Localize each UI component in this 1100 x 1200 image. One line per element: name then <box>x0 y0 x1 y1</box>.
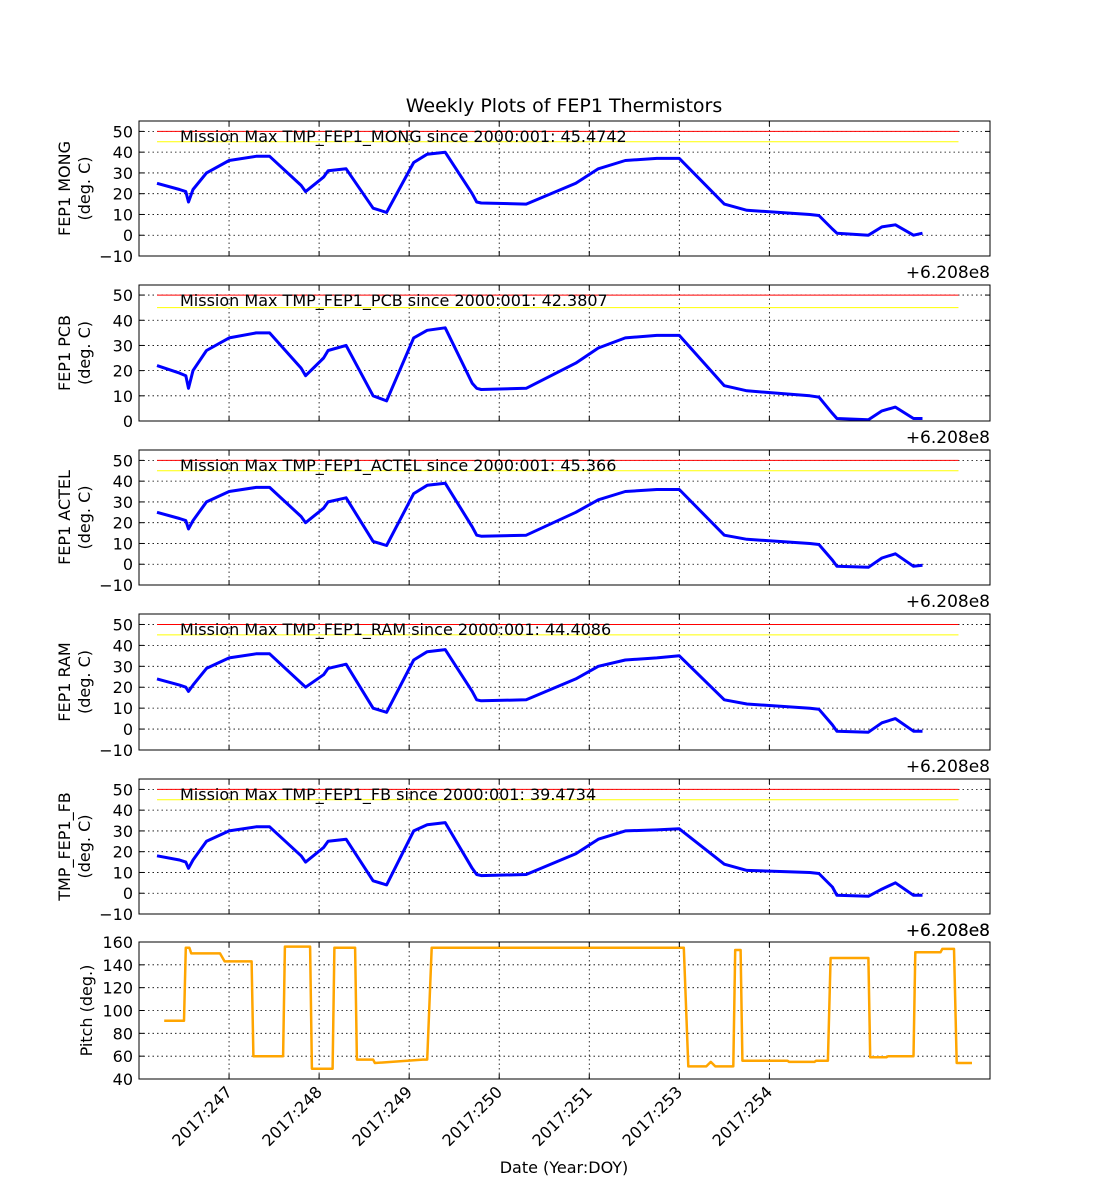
y-tick-label: 10 <box>113 387 133 406</box>
x-tick-label: 2017:254 <box>709 1082 777 1150</box>
x-tick-label: 2017:248 <box>258 1082 326 1150</box>
y-tick-label: 50 <box>113 451 133 470</box>
series-line <box>156 648 923 734</box>
x-tick-label: 2017:253 <box>619 1082 687 1150</box>
y-tick-label: 120 <box>102 979 133 998</box>
y-axis-label: Pitch (deg.) <box>77 965 96 1057</box>
series-line <box>156 150 923 237</box>
y-axis-label: FEP1 ACTEL (deg. C) <box>55 470 94 565</box>
y-tick-label: 30 <box>113 822 133 841</box>
subplot-6: 40 60 80 100 120 140 160 Pitch (deg.) +6.208e8 20… <box>77 921 991 1150</box>
y-tick-label: 50 <box>113 286 133 305</box>
axes-frame <box>138 941 991 1080</box>
y-tick-label: 40 <box>113 143 133 162</box>
axis-offset-label: +6.208e8 <box>906 921 990 941</box>
y-tick-label: 160 <box>102 933 133 952</box>
x-tick-label: 2017:249 <box>348 1082 416 1150</box>
y-tick-label: 50 <box>113 615 133 634</box>
y-tick-label: 20 <box>113 678 133 697</box>
axes-frame <box>138 778 991 915</box>
y-tick-label: 30 <box>113 657 133 676</box>
y-axis-label-line: (deg. C) <box>75 815 94 879</box>
y-tick-label: 0 <box>123 226 133 245</box>
y-axis-label-line: FEP1 MONG <box>55 141 74 236</box>
y-axis-label-line: FEP1 RAM <box>55 642 74 721</box>
subplot-2: 0 10 20 30 40 50 FEP1 PCB (deg. C) Mission Max T… <box>55 284 991 448</box>
y-tick-label: 40 <box>113 1070 133 1089</box>
axis-offset-label: +6.208e8 <box>906 757 990 777</box>
chart-title: Weekly Plots of FEP1 Thermistors <box>406 95 723 117</box>
mission-max-annotation: Mission Max TMP_FEP1_PCB since 2000:001:… <box>180 291 608 311</box>
y-tick-label: −10 <box>99 905 133 924</box>
axis-offset-label: +6.208e8 <box>906 921 990 941</box>
y-tick-label: −10 <box>99 247 133 266</box>
y-tick-label: 10 <box>113 534 133 553</box>
y-tick-label: 50 <box>113 122 133 141</box>
y-axis-label-line: (deg. C) <box>75 157 94 221</box>
y-tick-label: 10 <box>113 699 133 718</box>
y-tick-label: −10 <box>99 741 133 760</box>
y-axis-label-line: (deg. C) <box>75 486 94 550</box>
y-tick-label: 30 <box>113 493 133 512</box>
y-axis-label: FEP1 PCB (deg. C) <box>55 315 94 391</box>
y-axis-label: TMP_FEP1_FB (deg. C) <box>55 792 94 902</box>
y-tick-label: 0 <box>123 412 133 431</box>
y-tick-label: 10 <box>113 863 133 882</box>
y-axis-label-line: Pitch (deg.) <box>77 965 96 1057</box>
x-tick-label: 2017:250 <box>438 1082 506 1150</box>
y-tick-label: 40 <box>113 472 133 491</box>
x-tick-label: 2017:247 <box>168 1082 236 1150</box>
y-tick-label: 80 <box>113 1024 133 1043</box>
x-tick-label: 2017:251 <box>528 1082 596 1150</box>
series-line <box>156 821 923 898</box>
y-axis-label: FEP1 RAM (deg. C) <box>55 642 94 721</box>
axes-frame <box>138 449 991 586</box>
x-axis-label: Date (Year:DOY) <box>500 1158 629 1177</box>
mission-max-annotation: Mission Max TMP_FEP1_ACTEL since 2000:00… <box>180 456 616 476</box>
y-tick-label: 20 <box>113 514 133 533</box>
y-tick-label: 100 <box>102 1002 133 1021</box>
axis-offset-label: +6.208e8 <box>906 428 990 448</box>
y-tick-label: 30 <box>113 336 133 355</box>
y-tick-label: 20 <box>113 185 133 204</box>
y-axis-label-line: FEP1 PCB <box>55 315 74 391</box>
y-axis-label-line: FEP1 ACTEL <box>55 470 74 565</box>
mission-max-annotation: Mission Max TMP_FEP1_RAM since 2000:001:… <box>180 620 611 640</box>
axes-frame <box>138 120 991 257</box>
axis-offset-label: +6.208e8 <box>906 263 990 283</box>
subplot-4: −10 0 10 20 30 40 50 FEP1 RAM (deg. C) Mission Ma… <box>55 613 991 777</box>
y-tick-label: 0 <box>123 555 133 574</box>
y-tick-label: 60 <box>113 1047 133 1066</box>
series-line <box>156 326 923 422</box>
axes-frame <box>138 613 991 751</box>
y-tick-label: 20 <box>113 362 133 381</box>
mission-max-annotation: Mission Max TMP_FEP1_FB since 2000:001: … <box>180 785 596 805</box>
y-tick-label: 20 <box>113 843 133 862</box>
y-axis-label-line: (deg. C) <box>75 650 94 714</box>
y-tick-label: 0 <box>123 720 133 739</box>
y-axis-label-line: (deg. C) <box>75 321 94 385</box>
axis-offset-label: +6.208e8 <box>906 592 990 612</box>
y-axis-label: FEP1 MONG (deg. C) <box>55 141 94 236</box>
y-tick-label: 50 <box>113 780 133 799</box>
series-line <box>164 945 972 1070</box>
y-tick-label: 40 <box>113 311 133 330</box>
y-axis-label-line: TMP_FEP1_FB <box>55 792 75 902</box>
mission-max-annotation: Mission Max TMP_FEP1_MONG since 2000:001… <box>180 127 627 147</box>
axes-frame <box>138 284 991 422</box>
series-line <box>156 481 923 569</box>
y-tick-label: 0 <box>123 884 133 903</box>
y-tick-label: 30 <box>113 164 133 183</box>
y-tick-label: 40 <box>113 636 133 655</box>
y-tick-label: −10 <box>99 576 133 595</box>
y-tick-label: 140 <box>102 956 133 975</box>
y-tick-label: 10 <box>113 205 133 224</box>
y-tick-label: 40 <box>113 801 133 820</box>
